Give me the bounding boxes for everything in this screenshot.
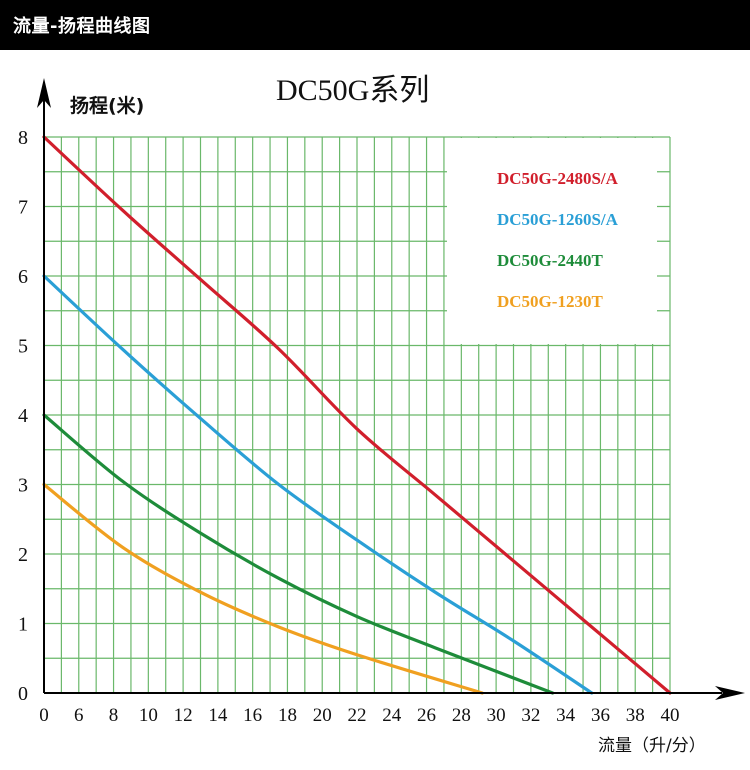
y-tick-label: 0 — [18, 683, 28, 705]
x-axis-arrow-icon — [715, 686, 745, 700]
series-line-3 — [42, 413, 555, 695]
x-tick-label: 38 — [626, 705, 645, 726]
series-line-2 — [42, 274, 594, 695]
axes — [37, 78, 745, 700]
x-tick-label: 10 — [139, 705, 158, 726]
x-tick-label: 28 — [452, 705, 471, 726]
legend-box — [447, 138, 657, 344]
y-axis-label: 扬程(米) — [70, 94, 144, 117]
series-line-4 — [42, 482, 484, 695]
y-tick-label: 6 — [18, 266, 28, 288]
legend-entry-4: DC50G-1230T — [497, 292, 603, 311]
x-tick-label: 22 — [348, 705, 367, 726]
x-tick-label: 0 — [39, 705, 49, 726]
header-bar: 流量-扬程曲线图 — [0, 0, 750, 50]
y-tick-label: 5 — [18, 336, 28, 358]
y-tick-label: 1 — [18, 614, 28, 636]
x-tick-label: 12 — [174, 705, 193, 726]
x-tick-label: 40 — [661, 705, 680, 726]
series-lines — [42, 135, 672, 695]
y-tick-label: 3 — [18, 475, 28, 497]
x-tick-label: 20 — [313, 705, 332, 726]
y-axis-arrow-icon — [37, 78, 51, 108]
x-tick-label: 32 — [521, 705, 540, 726]
x-tick-label: 18 — [278, 705, 297, 726]
y-tick-label: 2 — [18, 544, 28, 566]
x-tick-label: 30 — [487, 705, 506, 726]
legend-entry-1: DC50G-2480S/A — [497, 169, 619, 188]
y-tick-label: 8 — [18, 127, 28, 149]
x-tick-label: 36 — [591, 705, 610, 726]
chart-title: DC50G系列 — [276, 74, 429, 107]
x-tick-label: 34 — [556, 705, 576, 726]
x-tick-label: 16 — [243, 705, 262, 726]
x-tick-label: 6 — [74, 705, 84, 726]
x-axis-label: 流量（升/分） — [598, 736, 706, 756]
y-tick-label: 4 — [18, 405, 28, 427]
x-tick-label: 24 — [382, 705, 402, 726]
tick-labels: 0 6 8 10 12 14 16 18 20 22 24 26 28 30 32 34 36 38 4001234… — [18, 127, 680, 726]
legend: DC50G-2480S/A DC50G-1260S/A DC50G-2440T DC5… — [447, 138, 657, 344]
y-tick-label: 7 — [18, 197, 28, 219]
x-tick-label: 8 — [109, 705, 119, 726]
header-title: 流量-扬程曲线图 — [13, 16, 151, 37]
x-tick-label: 14 — [208, 705, 228, 726]
series-line-1 — [42, 135, 672, 695]
x-tick-label: 26 — [417, 705, 436, 726]
legend-entry-3: DC50G-2440T — [497, 251, 603, 270]
legend-entry-2: DC50G-1260S/A — [497, 210, 619, 229]
